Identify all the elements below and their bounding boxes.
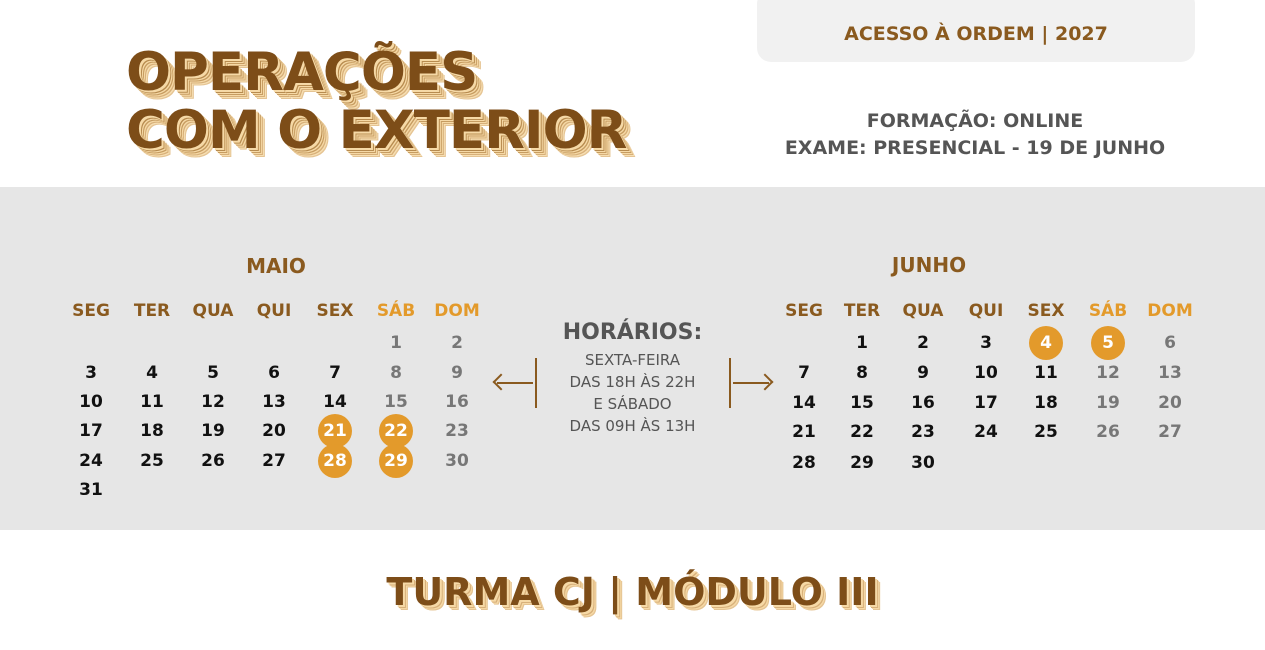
calendar-day: 15: [850, 393, 874, 413]
calendar-day: 26: [1096, 422, 1120, 442]
weekday-header: SEG: [785, 301, 823, 321]
class-day: 4: [1021, 326, 1071, 360]
calendar-day: 16: [911, 393, 935, 413]
calendar-day: 14: [323, 392, 347, 412]
weekday-header: QUI: [256, 301, 292, 321]
calendar-day: 31: [79, 480, 103, 500]
weekday-header: SEG: [72, 301, 110, 321]
calendar-day: 3: [980, 333, 992, 353]
calendar-day: 30: [911, 453, 935, 473]
weekday-header: SEX: [316, 301, 354, 321]
page-title: OPERAÇÕES COM O EXTERIOR: [126, 42, 627, 161]
course-badge: ACESSO À ORDEM | 2027: [757, 0, 1195, 62]
calendar-day: 19: [201, 421, 225, 441]
calendar-day: 7: [798, 363, 810, 383]
badge-text: ACESSO À ORDEM | 2027: [844, 23, 1108, 45]
calendar-day: 23: [445, 421, 469, 441]
weekday-header: DOM: [1147, 301, 1193, 321]
module-title: TURMA CJ | MÓDULO III: [386, 570, 879, 614]
calendar-day: 8: [856, 363, 868, 383]
calendar-day: 14: [792, 393, 816, 413]
calendar-day: 2: [451, 333, 463, 353]
calendar-day: 11: [1034, 363, 1058, 383]
calendar-day: 1: [856, 333, 868, 353]
calendar-day: 27: [262, 451, 286, 471]
schedule-title: HORÁRIOS:: [562, 320, 703, 345]
calendar-day: 8: [390, 363, 402, 383]
calendar-day: 18: [1034, 393, 1058, 413]
course-info: FORMAÇÃO: ONLINE EXAME: PRESENCIAL - 19 …: [770, 108, 1180, 162]
arrow-right-icon: [733, 373, 774, 391]
weekday-header: TER: [843, 301, 881, 321]
calendar-day: 9: [451, 363, 463, 383]
calendar-day: 20: [262, 421, 286, 441]
calendar-day: 10: [79, 392, 103, 412]
formacao-text: FORMAÇÃO: ONLINE: [866, 110, 1084, 132]
class-day: 21: [310, 414, 360, 448]
calendar-day: 27: [1158, 422, 1182, 442]
calendar-day: 6: [268, 363, 280, 383]
calendar-day: 25: [1034, 422, 1058, 442]
calendar-day: 17: [974, 393, 998, 413]
calendar-day: 28: [792, 453, 816, 473]
weekday-header: QUA: [902, 301, 944, 321]
calendar-day: 15: [384, 392, 408, 412]
weekday-header: QUA: [192, 301, 234, 321]
weekday-header: QUI: [968, 301, 1004, 321]
class-day: 5: [1083, 326, 1133, 360]
schedule-text: SEXTA-FEIRA DAS 18H ÀS 22H E SÁBADO DAS …: [569, 351, 696, 435]
calendar-day: 26: [201, 451, 225, 471]
calendar-day: 16: [445, 392, 469, 412]
calendar-day: 29: [850, 453, 874, 473]
calendar-day: 12: [201, 392, 225, 412]
schedule-box: HORÁRIOS: SEXTA-FEIRA DAS 18H ÀS 22H E S…: [540, 320, 725, 437]
calendar-day: 4: [146, 363, 158, 383]
calendar-day: 12: [1096, 363, 1120, 383]
arrow-left-icon: [492, 373, 533, 391]
calendar-day: 18: [140, 421, 164, 441]
calendar-day: 6: [1164, 333, 1176, 353]
calendar-day: 24: [79, 451, 103, 471]
calendar-day: 3: [85, 363, 97, 383]
calendar-day: 23: [911, 422, 935, 442]
right-divider: [729, 358, 731, 408]
exame-text: EXAME: PRESENCIAL - 19 DE JUNHO: [784, 137, 1166, 159]
calendar-day: 11: [140, 392, 164, 412]
calendar-day: 19: [1096, 393, 1120, 413]
calendar-day: 25: [140, 451, 164, 471]
title-line-1: OPERAÇÕES: [126, 42, 478, 103]
calendar-day: 9: [917, 363, 929, 383]
class-day: 29: [371, 444, 421, 478]
calendar-day: 22: [850, 422, 874, 442]
class-day: 28: [310, 444, 360, 478]
calendar-day: 5: [207, 363, 219, 383]
calendar-day: 24: [974, 422, 998, 442]
calendar-day: 30: [445, 451, 469, 471]
calendar-day: 21: [792, 422, 816, 442]
calendar-day: 2: [917, 333, 929, 353]
weekday-header: SÁB: [376, 301, 416, 321]
left-divider: [535, 358, 537, 408]
month-title: JUNHO: [891, 253, 967, 277]
calendar-day: 10: [974, 363, 998, 383]
class-day: 22: [371, 414, 421, 448]
calendar-day: 17: [79, 421, 103, 441]
calendar-day: 13: [262, 392, 286, 412]
calendar-day: 1: [390, 333, 402, 353]
calendar-day: 13: [1158, 363, 1182, 383]
title-line-2: COM O EXTERIOR: [126, 100, 627, 161]
weekday-header: TER: [133, 301, 171, 321]
month-title: MAIO: [246, 254, 306, 278]
calendar-day: 7: [329, 363, 341, 383]
calendar-day: 20: [1158, 393, 1182, 413]
weekday-header: DOM: [434, 301, 480, 321]
calendar-band: [0, 187, 1265, 530]
weekday-header: SEX: [1027, 301, 1065, 321]
weekday-header: SÁB: [1088, 301, 1128, 321]
